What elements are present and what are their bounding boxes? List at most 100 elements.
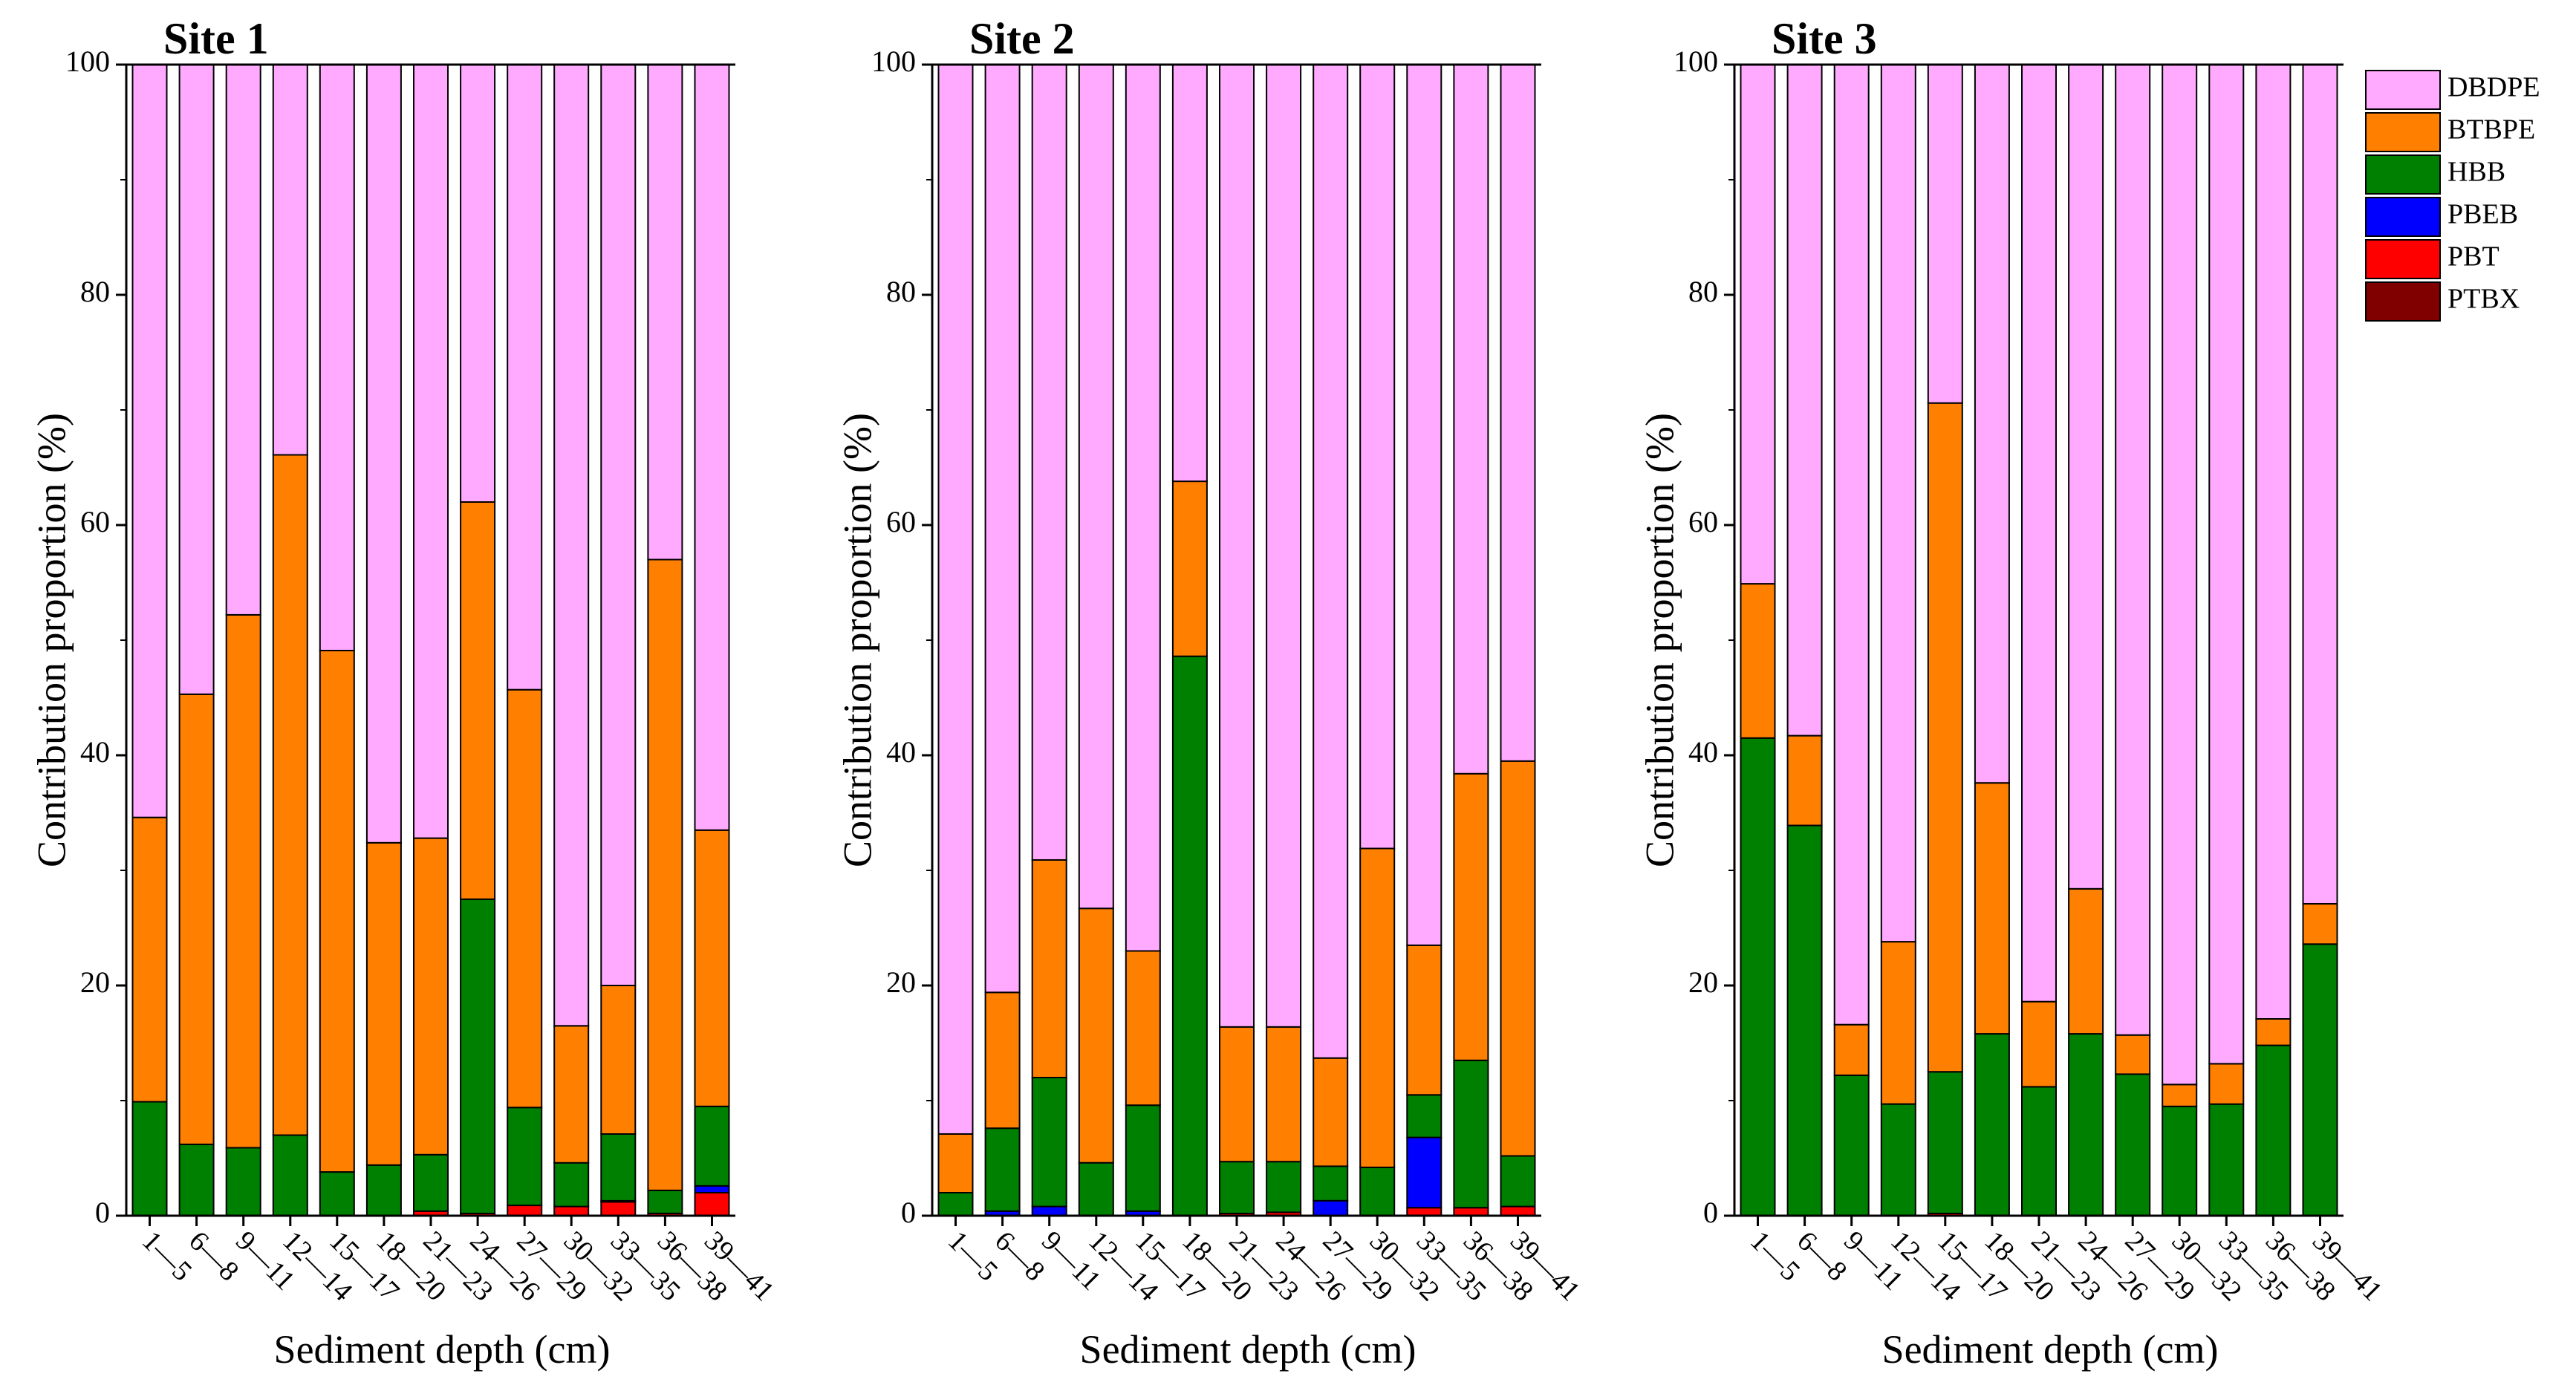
bar-pbeb-11 [1406,1136,1443,1209]
bar-btbpe-2 [178,693,215,1145]
x-tick-label: 6—8 [989,1225,1050,1287]
y-tick-label: 0 [95,1196,110,1229]
bar-hbb-1 [1740,737,1776,1217]
bar-hbb-12 [2255,1044,2292,1216]
legend-label-ptbx: PTBX [2447,284,2520,315]
bar-btbpe-11 [1406,944,1443,1096]
bar-hbb-5 [1927,1071,1963,1215]
legend-label-pbt: PBT [2447,241,2499,273]
chart-title: Site 2 [969,14,1075,63]
y-tick-label: 60 [886,505,916,538]
y-tick-label: 100 [1674,45,1718,78]
x-tick-label: 1—5 [136,1225,198,1287]
bar-btbpe-4 [1880,941,1916,1105]
bar-pbeb-13 [694,1185,730,1193]
bar-btbpe-8 [2068,887,2104,1035]
bar-hbb-11 [600,1133,637,1202]
bar-dbdpe-1 [937,64,974,1135]
bar-dbdpe-11 [2208,64,2245,1065]
bar-dbdpe-5 [1125,64,1161,952]
bar-dbdpe-12 [647,64,683,561]
bar-hbb-13 [2302,943,2338,1216]
bar-btbpe-1 [937,1133,974,1193]
bar-dbdpe-3 [225,64,261,616]
bar-dbdpe-13 [2302,64,2338,905]
bar-btbpe-10 [2162,1084,2198,1107]
bar-hbb-12 [647,1189,683,1214]
legend: DBDPE BTBPE HBB PBEB PBT PTBX [2365,70,2540,322]
legend-label-hbb: HBB [2447,157,2505,188]
bar-btbpe-4 [272,454,308,1136]
bar-btbpe-3 [1031,859,1067,1078]
x-tick-label: 1—5 [1744,1225,1806,1287]
bar-btbpe-6 [1171,480,1208,657]
y-tick-label: 80 [886,275,916,308]
bar-hbb-12 [1453,1059,1489,1209]
bar-hbb-9 [1313,1165,1349,1202]
bar-hbb-3 [1031,1077,1067,1208]
bar-dbdpe-13 [1500,64,1536,762]
bar-dbdpe-12 [1453,64,1489,775]
bar-dbdpe-10 [1359,64,1396,850]
bar-btbpe-1 [131,816,168,1103]
bar-hbb-10 [2162,1105,2198,1217]
bar-dbdpe-4 [1078,64,1114,910]
bar-hbb-4 [1078,1161,1114,1216]
bar-hbb-11 [2208,1103,2245,1216]
y-tick-label: 40 [886,735,916,769]
bar-btbpe-13 [1500,760,1536,1157]
bar-dbdpe-10 [553,64,590,1027]
chart-title: Site 1 [163,14,269,63]
bar-dbdpe-11 [600,64,637,986]
bar-btbpe-5 [1927,402,1963,1073]
x-tick-label: 6—8 [183,1225,244,1287]
y-tick-label: 0 [1703,1196,1718,1229]
bar-dbdpe-9 [2115,64,2151,1036]
bar-btbpe-8 [1266,1026,1302,1163]
x-tick-label: 1—5 [942,1225,1004,1287]
y-tick-label: 20 [886,965,916,999]
bar-btbpe-12 [2255,1018,2292,1046]
bar-hbb-2 [1786,824,1823,1216]
bar-dbdpe-9 [1313,64,1349,1059]
legend-swatch-btbpe [2365,112,2441,152]
y-tick-label: 20 [1688,965,1718,999]
bar-hbb-13 [1500,1155,1536,1208]
bar-dbdpe-13 [694,64,730,831]
bar-btbpe-12 [647,558,683,1191]
bar-dbdpe-1 [131,64,168,818]
y-axis-label: Contribution proportion (%) [29,413,74,867]
y-axis-label: Contribution proportion (%) [1637,413,1682,867]
bar-pbt-9 [507,1205,543,1216]
bar-pbt-10 [553,1205,590,1216]
bar-hbb-5 [1125,1104,1161,1212]
bar-dbdpe-9 [507,64,543,691]
bar-dbdpe-10 [2162,64,2198,1086]
bar-hbb-6 [365,1164,402,1217]
bar-dbdpe-12 [2255,64,2292,1020]
y-tick-label: 40 [1688,735,1718,769]
x-axis-label: Sediment depth (cm) [1882,1327,2219,1372]
chart-title: Site 3 [1772,14,1877,63]
bar-dbdpe-2 [1786,64,1823,737]
bar-btbpe-10 [553,1025,590,1164]
bar-btbpe-5 [319,650,355,1173]
bar-dbdpe-3 [1833,64,1870,1026]
bar-btbpe-10 [1359,847,1396,1168]
x-tick-label: 6—8 [1791,1225,1853,1287]
bar-hbb-4 [1880,1103,1916,1216]
y-tick-label: 20 [80,965,110,999]
bar-pbeb-9 [1313,1199,1349,1217]
bar-hbb-2 [984,1127,1021,1212]
bar-btbpe-7 [2021,1000,2057,1088]
bar-hbb-3 [225,1147,261,1216]
y-tick-label: 80 [1688,275,1718,308]
bar-btbpe-9 [2115,1034,2151,1075]
bar-btbpe-3 [1833,1023,1870,1076]
bar-hbb-10 [553,1161,590,1208]
bar-dbdpe-8 [1266,64,1302,1028]
bar-hbb-8 [460,898,496,1215]
y-tick-label: 100 [65,45,110,78]
legend-label-pbeb: PBEB [2447,199,2518,230]
